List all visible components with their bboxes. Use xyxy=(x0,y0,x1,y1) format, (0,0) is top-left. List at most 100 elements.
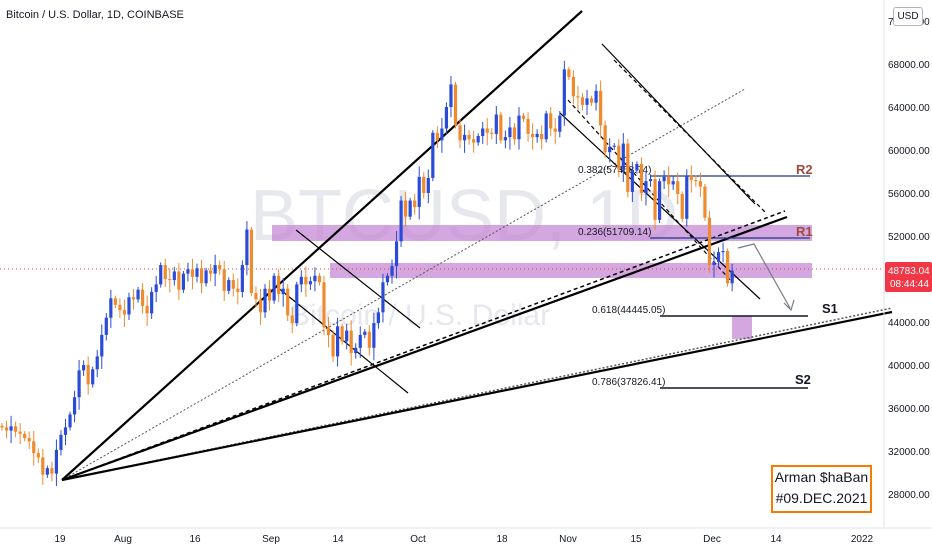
candle-down xyxy=(653,179,657,220)
price-axis[interactable]: 72000.0068000.0064000.0060000.0056000.00… xyxy=(888,17,930,501)
price-tick-label: 28000.00 xyxy=(888,490,930,501)
candle-down xyxy=(680,194,684,219)
candle-up xyxy=(59,434,63,450)
candle-down xyxy=(249,229,254,293)
time-tick-label: Oct xyxy=(410,534,426,545)
price-tick-label: 40000.00 xyxy=(888,361,930,372)
projection-arrow xyxy=(737,243,795,312)
fan-line-steep xyxy=(61,10,583,481)
price-tick-label: 36000.00 xyxy=(888,404,930,415)
candle-up xyxy=(508,127,512,138)
fan-line-bottom xyxy=(61,310,893,482)
candle-down xyxy=(4,427,9,431)
time-axis[interactable]: 19 Aug 16 Sep 14 Oct 18 Nov 15 Dec 14 2022 xyxy=(54,534,873,545)
candle-up xyxy=(54,449,59,474)
level-label-s2: S2 xyxy=(795,372,811,387)
candle-down xyxy=(472,139,476,143)
candle-down xyxy=(277,275,281,295)
candle-down xyxy=(326,327,331,335)
candle-down xyxy=(707,217,712,266)
candle-up xyxy=(476,136,480,143)
chart-title: Bitcoin / U.S. Dollar, 1D, COINBASE xyxy=(6,9,184,21)
candle-up xyxy=(77,370,81,398)
currency-button[interactable]: USD xyxy=(893,7,923,26)
candle-down xyxy=(689,175,693,181)
level-label-r2: R2 xyxy=(796,162,813,177)
candle-down xyxy=(589,98,594,103)
candle-up xyxy=(213,265,217,274)
candle-down xyxy=(512,127,517,140)
level-label-r1: R1 xyxy=(796,224,813,239)
candle-up xyxy=(481,128,485,137)
candle-down xyxy=(549,113,553,129)
candle-up xyxy=(671,181,675,185)
bar-countdown: 08:44:44 xyxy=(890,279,929,290)
candle-up xyxy=(313,275,317,282)
watermark-name: Bitcoin / U.S. Dollar xyxy=(290,299,550,332)
candle-down xyxy=(458,125,462,141)
candle-up xyxy=(612,145,616,147)
support-zone-s1 xyxy=(732,316,752,339)
candle-down xyxy=(340,326,344,342)
candle-up xyxy=(299,276,303,285)
candle-down xyxy=(41,457,45,475)
candle-down xyxy=(571,76,576,97)
candle-down xyxy=(404,200,408,217)
candle-up xyxy=(263,288,267,313)
candle-up xyxy=(308,281,312,285)
candle-down xyxy=(140,289,145,306)
candle-up xyxy=(186,269,190,274)
price-tick-label: 68000.00 xyxy=(888,60,930,71)
candle-up xyxy=(635,163,639,171)
candle-up xyxy=(417,176,421,207)
candle-up xyxy=(630,170,634,192)
fib-label-0786: 0.786(37826.41) xyxy=(592,377,665,388)
candle-up xyxy=(345,330,349,342)
fib-label-0236: 0.236(51709.14) xyxy=(578,227,651,238)
candle-up xyxy=(295,284,299,324)
candle-down xyxy=(530,133,535,138)
candle-up xyxy=(172,271,176,281)
signature-date: #09.DEC.2021 xyxy=(775,490,868,506)
time-tick-label: Aug xyxy=(114,534,132,545)
candle-down xyxy=(32,441,36,454)
candle-up xyxy=(195,268,199,277)
current-price-value: 48783.04 xyxy=(888,266,930,277)
candle-down xyxy=(86,365,90,385)
candle-up xyxy=(385,275,390,283)
candle-up xyxy=(558,115,562,132)
candle-down xyxy=(131,297,136,300)
candle-down xyxy=(14,426,18,432)
candle-down xyxy=(286,288,290,316)
candle-down xyxy=(617,145,621,170)
candle-down xyxy=(694,180,698,182)
price-tick-label: 56000.00 xyxy=(888,189,930,200)
candle-up xyxy=(585,98,589,105)
candle-down xyxy=(50,468,54,474)
signature-name: Arman $haBan xyxy=(774,469,869,485)
candle-up xyxy=(104,317,108,335)
candle-down xyxy=(580,97,585,105)
candle-down xyxy=(304,276,308,285)
candle-down xyxy=(145,305,149,314)
trendline-fan xyxy=(61,10,893,482)
candle-down xyxy=(222,269,226,291)
candle-down xyxy=(113,298,117,305)
candle-up xyxy=(449,84,453,107)
candle-up xyxy=(390,266,394,276)
candle-up xyxy=(716,252,721,262)
candle-down xyxy=(540,133,544,140)
candle-down xyxy=(603,125,607,153)
candle-up xyxy=(440,128,444,141)
candle-down xyxy=(118,304,122,311)
price-tick-label: 32000.00 xyxy=(888,447,930,458)
time-tick-label: 14 xyxy=(770,534,782,545)
time-tick-label: 15 xyxy=(630,534,642,545)
candle-down xyxy=(36,453,40,458)
candle-down xyxy=(199,268,204,284)
candle-up xyxy=(594,90,598,103)
candle-down xyxy=(349,330,353,354)
candle-down xyxy=(599,90,603,126)
candle-up xyxy=(95,356,99,370)
